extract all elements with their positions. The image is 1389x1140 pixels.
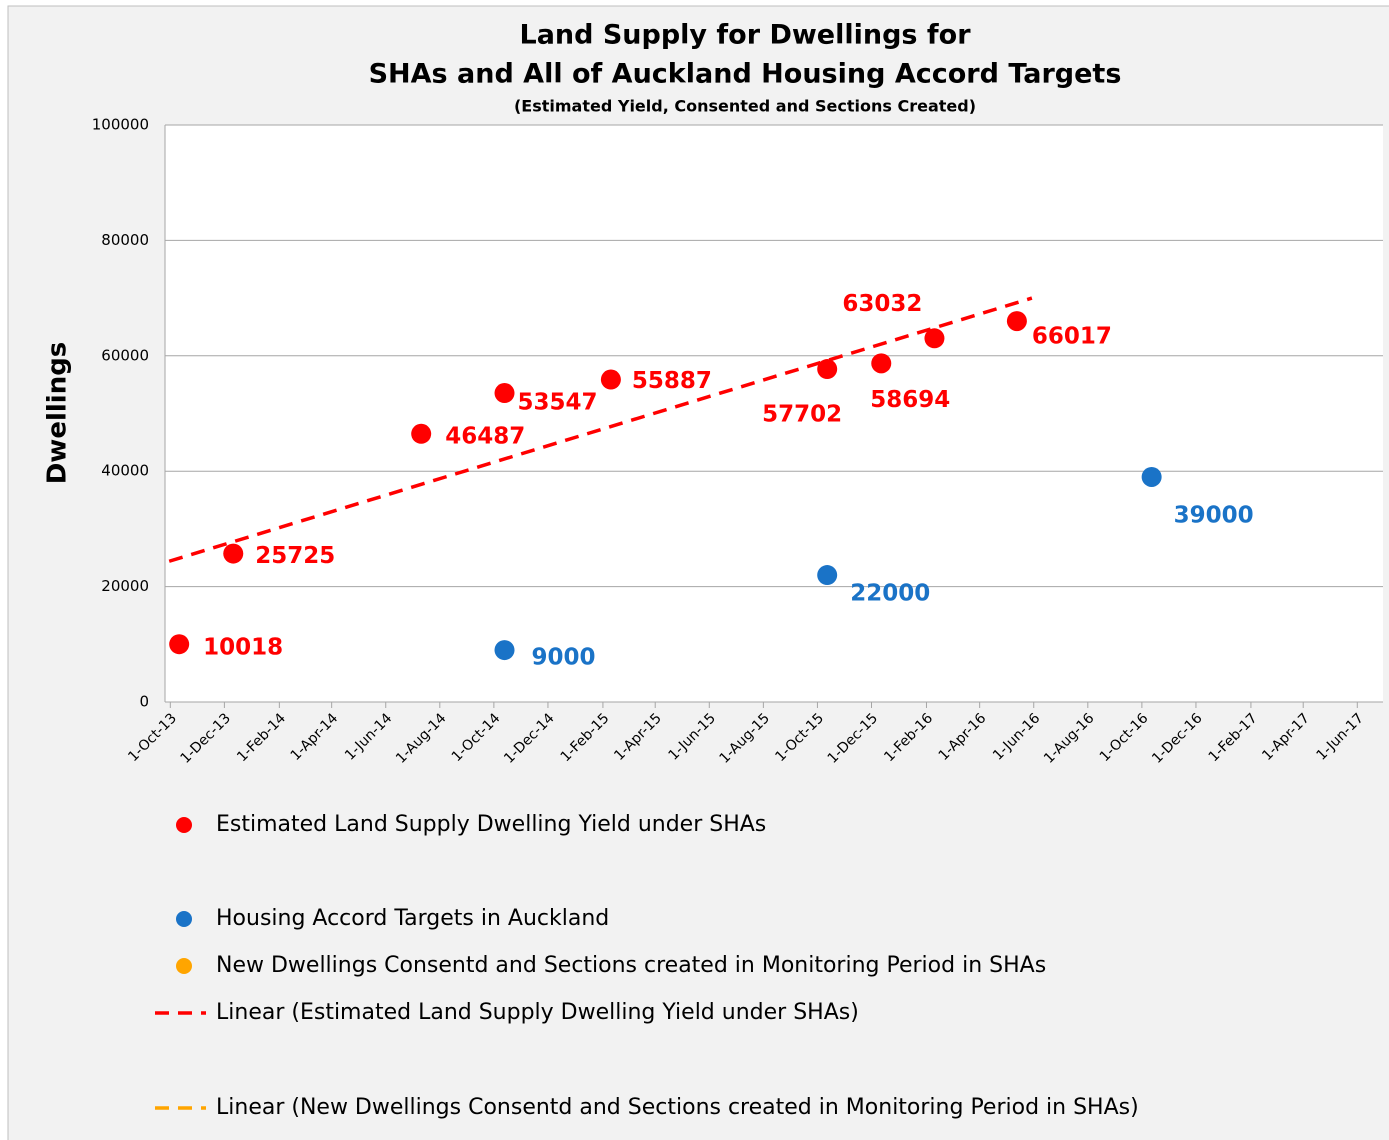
y-tick-label: 60000 xyxy=(101,346,149,364)
legend-marker xyxy=(176,958,192,974)
legend-label: Linear (Estimated Land Supply Dwelling Y… xyxy=(216,1000,859,1025)
data-point xyxy=(871,353,892,374)
data-label: 57702 xyxy=(762,402,842,428)
data-point xyxy=(223,543,244,564)
data-point xyxy=(924,328,945,349)
data-point xyxy=(817,565,838,586)
data-label: 39000 xyxy=(1174,502,1254,528)
y-tick-label: 20000 xyxy=(101,577,149,595)
legend-label: Linear (New Dwellings Consentd and Secti… xyxy=(216,1095,1139,1120)
data-label: 66017 xyxy=(1032,324,1112,350)
data-point xyxy=(169,634,190,655)
data-point xyxy=(1006,311,1027,332)
y-tick-label: 40000 xyxy=(101,462,149,480)
trendline xyxy=(168,296,1033,563)
data-label: 55887 xyxy=(632,368,712,394)
data-point xyxy=(494,640,515,661)
data-label: 58694 xyxy=(870,387,950,413)
legend-label: Estimated Land Supply Dwelling Yield und… xyxy=(216,812,766,837)
data-label: 25725 xyxy=(255,543,335,569)
data-label: 22000 xyxy=(850,581,930,607)
data-label: 10018 xyxy=(203,635,283,661)
data-label: 9000 xyxy=(532,645,596,671)
data-label: 46487 xyxy=(445,423,525,449)
data-point xyxy=(494,383,515,404)
y-axis-label: Dwellings xyxy=(43,342,73,485)
y-tick-label: 0 xyxy=(139,693,149,711)
plot-area xyxy=(165,125,1383,702)
y-tick-label: 100000 xyxy=(92,116,149,134)
data-point xyxy=(1141,466,1162,487)
legend-label: Housing Accord Targets in Auckland xyxy=(216,906,609,931)
y-tick-label: 80000 xyxy=(101,231,149,249)
chart-subtitle: (Estimated Yield, Consented and Sections… xyxy=(514,97,976,116)
data-label: 53547 xyxy=(518,390,598,416)
data-point xyxy=(411,423,432,444)
legend-label: New Dwellings Consentd and Sections crea… xyxy=(216,953,1046,978)
chart-title: SHAs and All of Auckland Housing Accord … xyxy=(369,59,1122,90)
data-label: 63032 xyxy=(842,291,922,317)
data-point xyxy=(600,369,621,390)
legend-marker xyxy=(176,911,192,927)
data-point xyxy=(817,359,838,380)
legend-marker xyxy=(176,817,192,833)
chart-title: Land Supply for Dwellings for xyxy=(519,20,971,51)
